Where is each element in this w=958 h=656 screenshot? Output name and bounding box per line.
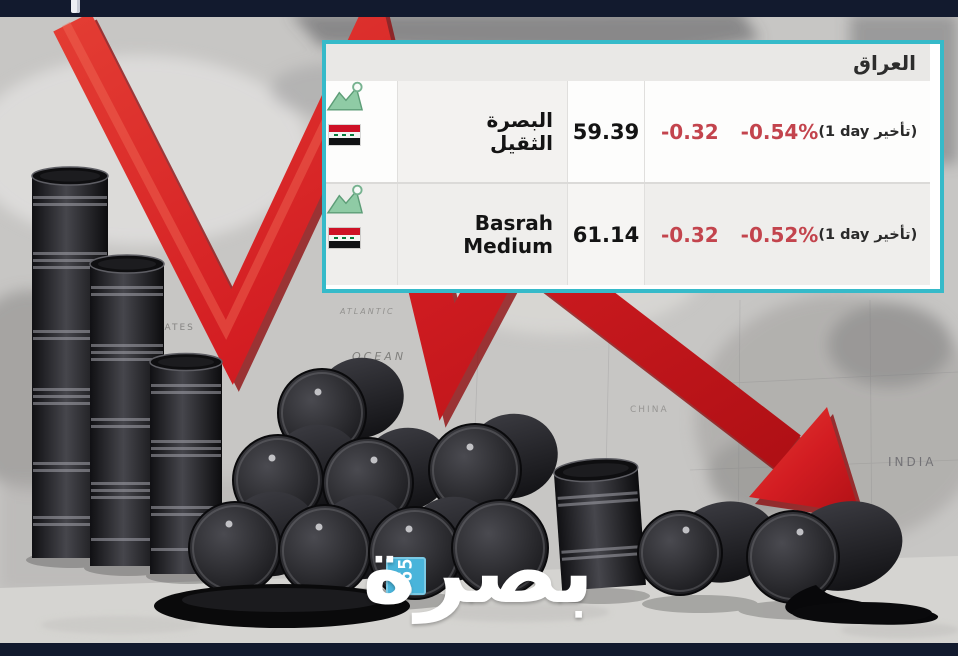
instrument-icons [326,81,397,182]
map-label-atlantic: ATLANTIC [339,307,395,316]
logo-365-badge: 365 [386,557,426,595]
map-label-states: STATES [150,323,195,333]
delay-note: (1 day تأخير) [818,123,918,140]
change-percent: -0.54% [740,119,819,144]
quote-row-basrah-medium: Basrah Medium 61.14 -0.32 -0.52% (1 day … [326,182,930,285]
last-price: 59.39 [567,81,644,182]
quote-row-basrah-heavy: البصرة الثقيل 59.39 -0.32 -0.54% (1 day … [326,81,930,182]
map-label-china: CHINA [630,405,669,415]
map-labels: STATES ATLANTIC OCEAN CHINA INDIA [150,307,937,469]
instrument-name: Basrah Medium [397,184,567,285]
iraq-flag-icon [329,228,360,248]
site-logo: 365 بصرة [362,495,598,620]
barrel-stack-columns [31,166,223,574]
instrument-icons [326,184,397,285]
instrument-name: البصرة الثقيل [397,81,567,182]
change-value: -0.32 [661,119,719,144]
iraq-flag-icon [329,125,360,145]
trend-chart-icon [326,184,364,214]
map-label-india: INDIA [888,455,937,469]
last-price: 61.14 [567,184,644,285]
change-cell: -0.32 -0.52% (1 day تأخير) [644,184,930,285]
oil-price-table: العراق البصرة الثقيل 59.39 -0.32 -0 [322,40,944,293]
delay-note: (1 day تأخير) [818,226,918,243]
cropped-glyph [71,0,80,13]
oil-pool [154,584,410,628]
barrels-right-group [553,458,939,625]
table-header-region: العراق [326,44,930,81]
logo-wordmark: بصرة [362,518,594,624]
oil-spill [785,585,939,625]
top-frame-bar [0,0,958,17]
bottom-frame-bar [0,643,958,656]
change-value: -0.32 [661,222,719,247]
change-percent: -0.52% [740,222,819,247]
trend-chart-icon [326,81,364,111]
change-cell: -0.32 -0.54% (1 day تأخير) [644,81,930,182]
